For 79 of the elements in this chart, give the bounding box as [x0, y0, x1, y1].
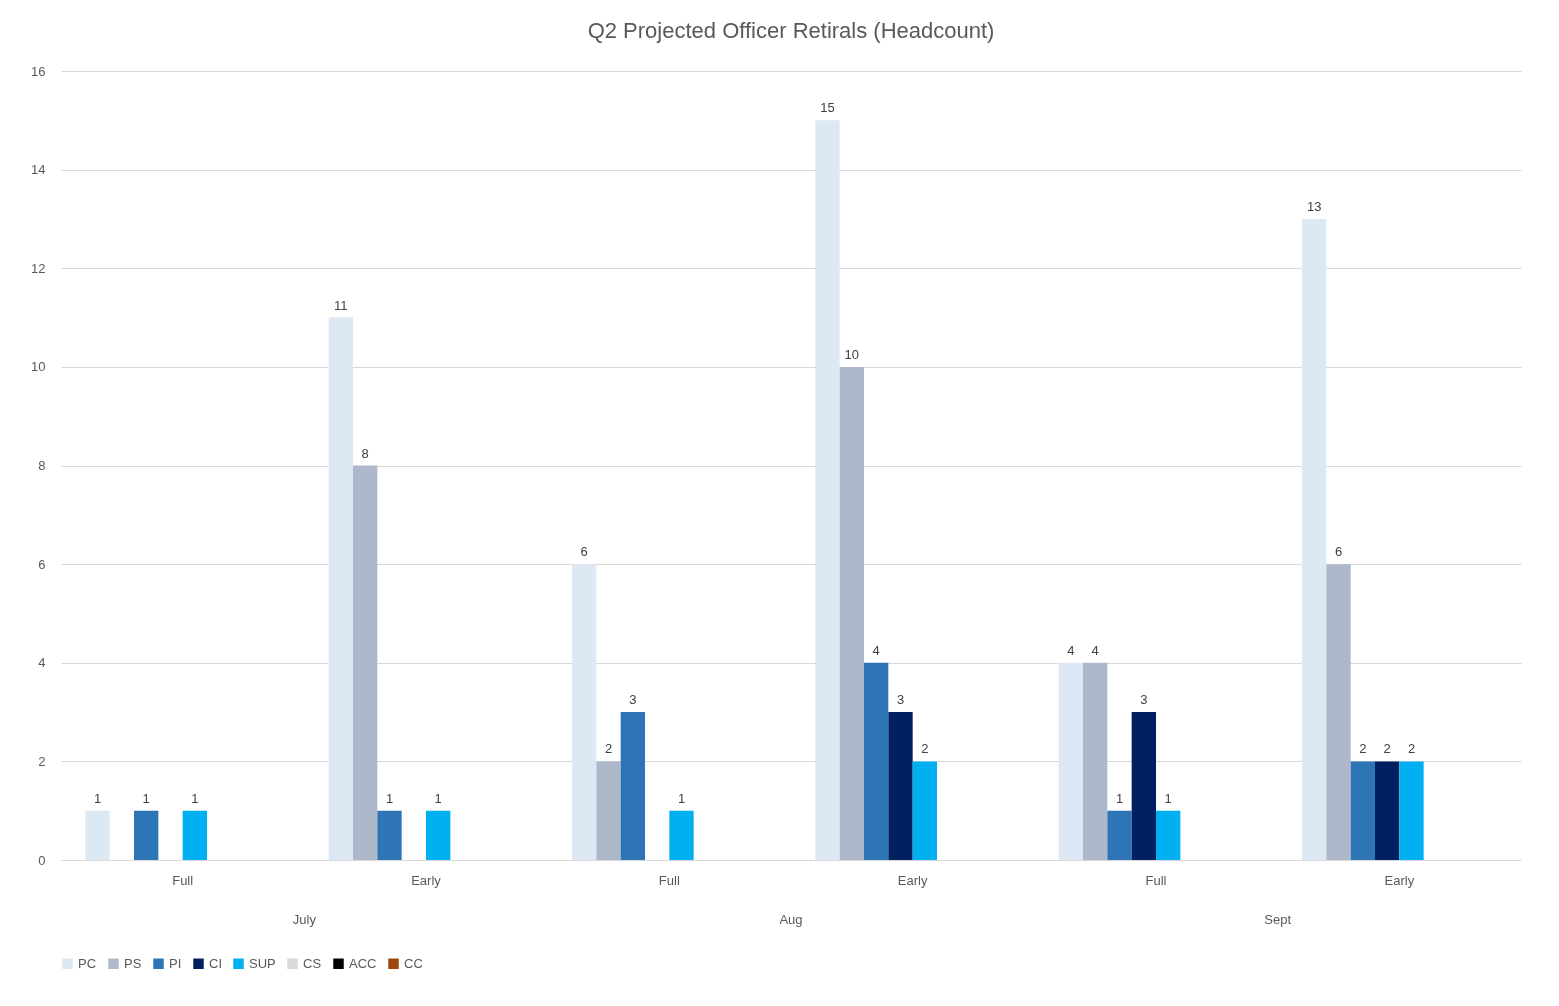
legend-label: PS — [124, 955, 142, 971]
text: Aug — [779, 912, 803, 927]
y-tick-label: 0 — [38, 852, 46, 868]
data-label: 1 — [385, 790, 394, 806]
bar — [1350, 761, 1375, 860]
bar — [426, 810, 451, 860]
data-label: 2 — [921, 741, 929, 757]
bar — [572, 564, 597, 860]
data-label: 4 — [1091, 642, 1099, 658]
data-label: 6 — [580, 544, 588, 560]
data-label: 1 — [142, 790, 150, 806]
y-tick-label: 12 — [31, 260, 46, 276]
bar — [1156, 810, 1181, 860]
bar — [328, 317, 353, 860]
data-label: 13 — [1306, 198, 1322, 214]
bar — [669, 810, 694, 860]
data-label: 10 — [844, 346, 860, 362]
x-tick-label: Full — [658, 872, 680, 888]
text: July — [292, 912, 317, 927]
bar — [1399, 761, 1424, 860]
data-label: 8 — [361, 445, 369, 461]
y-tick-label: 14 — [31, 162, 46, 178]
bar — [353, 465, 378, 860]
data-label: 3 — [1140, 692, 1148, 708]
data-label: 2 — [1359, 741, 1367, 757]
data-label: 3 — [896, 692, 905, 708]
bar — [1131, 712, 1156, 860]
bar — [377, 810, 402, 860]
legend-label: PI — [169, 955, 182, 971]
data-label: 1 — [434, 790, 442, 806]
data-label: 1 — [1115, 790, 1124, 806]
data-label: 6 — [1334, 544, 1343, 560]
bar — [1107, 810, 1132, 860]
data-label: 4 — [872, 642, 880, 658]
data-label: 1 — [191, 790, 199, 806]
data-label: 2 — [604, 741, 613, 757]
data-label: 3 — [629, 692, 637, 708]
data-label: 1 — [677, 790, 686, 806]
x-tick-label: Full — [1145, 872, 1167, 888]
data-label: 2 — [1407, 741, 1416, 757]
bar — [134, 810, 159, 860]
bar — [85, 810, 110, 860]
data-label: 15 — [820, 100, 835, 116]
bar — [182, 810, 207, 860]
bar — [839, 366, 864, 860]
legend-label: SUP — [249, 955, 276, 971]
y-tick-label: 10 — [31, 359, 46, 375]
bar — [1375, 761, 1400, 860]
bar — [864, 662, 889, 860]
bar — [1058, 662, 1083, 860]
legend-label: CI — [209, 955, 222, 971]
legend-label: CS — [303, 955, 322, 971]
y-tick-label: 4 — [38, 655, 46, 671]
bar — [888, 712, 913, 860]
y-tick-label: 8 — [38, 458, 46, 473]
data-label: 11 — [334, 297, 348, 313]
bar — [1083, 662, 1108, 860]
x-tick-label: Full — [172, 872, 194, 888]
y-tick-label: 16 — [31, 63, 46, 79]
bar — [912, 761, 937, 860]
x-tick-label: Early — [1384, 872, 1415, 888]
bar — [815, 120, 840, 860]
x-tick-label: Early — [411, 872, 442, 888]
text: Sept — [1264, 912, 1292, 927]
legend-label: CC — [404, 955, 423, 971]
y-tick-label: 6 — [38, 556, 46, 572]
y-tick-label: 2 — [38, 753, 46, 769]
data-label: 1 — [1164, 790, 1172, 806]
bar — [596, 761, 621, 860]
bar — [620, 712, 645, 860]
data-label: 1 — [93, 790, 102, 806]
bar — [1326, 564, 1351, 860]
legend-label: ACC — [349, 955, 377, 971]
data-label: 2 — [1383, 741, 1391, 757]
legend-label: PC — [78, 955, 97, 971]
x-tick-label: Early — [897, 872, 928, 888]
chart-title: Q2 Projected Officer Retirals (Headcount) — [587, 18, 995, 43]
data-label: 4 — [1067, 642, 1075, 658]
bar — [1302, 218, 1327, 860]
